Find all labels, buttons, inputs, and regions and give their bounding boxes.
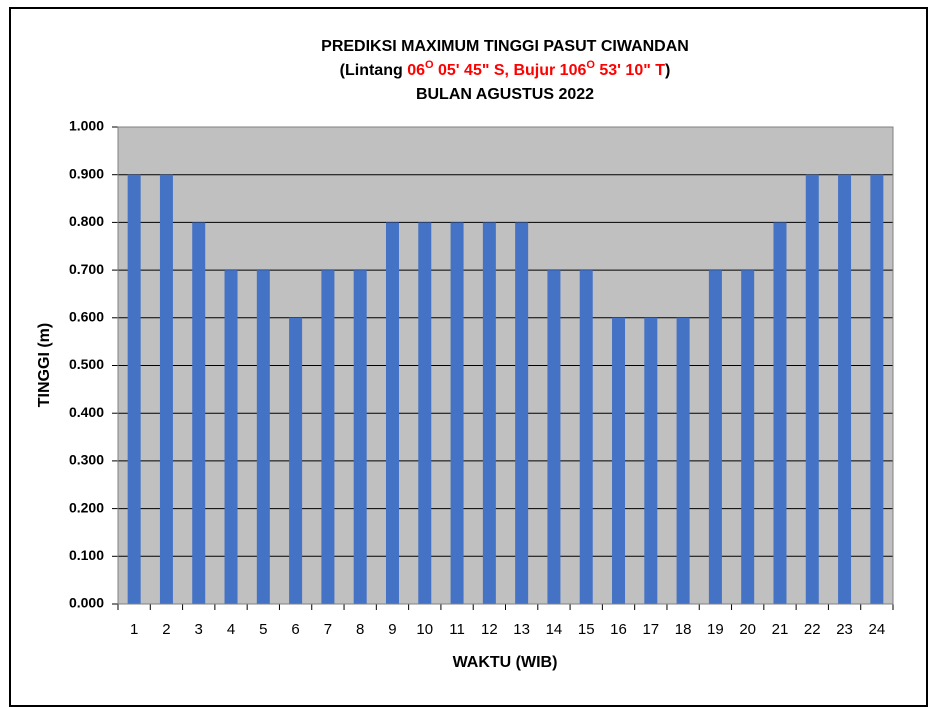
x-tick-label: 8 (356, 621, 364, 638)
bar (224, 270, 238, 604)
x-tick-label: 7 (324, 621, 332, 638)
bar (289, 317, 303, 604)
bar (547, 270, 561, 604)
x-tick-label: 6 (291, 621, 299, 638)
bar (450, 222, 464, 604)
bar (159, 174, 173, 604)
bar (353, 270, 367, 604)
x-tick-label: 3 (195, 621, 203, 638)
bar (579, 270, 593, 604)
bar (127, 174, 141, 604)
y-tick-label: 0.200 (69, 499, 104, 515)
y-tick-label: 0.300 (69, 452, 104, 468)
x-tick-label: 4 (227, 621, 235, 638)
x-tick-label: 21 (772, 621, 789, 638)
bar (192, 222, 206, 604)
plot-border (117, 126, 894, 605)
x-tick-label: 15 (578, 621, 595, 638)
y-tick-label: 1.000 (69, 118, 104, 134)
y-tick-label: 0.700 (69, 261, 104, 277)
bar (612, 317, 626, 604)
x-tick-label: 2 (162, 621, 170, 638)
y-tick-label: 0.500 (69, 356, 104, 372)
superscript: O (425, 59, 434, 71)
chart-title-2: BULAN AGUSTUS 2022 (416, 86, 594, 103)
y-tick-label: 0.000 (69, 595, 104, 611)
x-tick-label: 1 (130, 621, 138, 638)
x-tick-label: 19 (707, 621, 724, 638)
x-tick-label: 9 (388, 621, 396, 638)
y-tick-label: 0.100 (69, 547, 104, 563)
x-tick-label: 18 (675, 621, 692, 638)
bar (805, 174, 819, 604)
x-tick-label: 22 (804, 621, 821, 638)
chart-subtitle: (Lintang 06O 05' 45" S, Bujur 106O 53' 1… (340, 59, 671, 79)
x-tick-label: 13 (513, 621, 530, 638)
x-tick-label: 24 (869, 621, 886, 638)
bar (708, 270, 722, 604)
subtitle-part: 06 (407, 62, 425, 79)
bar (515, 222, 529, 604)
bar (321, 270, 335, 604)
subtitle-part: 05' 45" S, Bujur 106 (434, 62, 587, 79)
y-tick-label: 0.400 (69, 404, 104, 420)
x-tick-label: 16 (610, 621, 627, 638)
bar (256, 270, 270, 604)
bar (870, 174, 884, 604)
x-tick-label: 10 (416, 621, 433, 638)
subtitle-part: (Lintang (340, 62, 408, 79)
x-axis-label: WAKTU (WIB) (453, 654, 558, 671)
y-tick-label: 0.900 (69, 165, 104, 181)
y-axis-label: TINGGI (m) (36, 323, 53, 407)
x-tick-label: 23 (836, 621, 853, 638)
bar (741, 270, 755, 604)
bar (838, 174, 852, 604)
subtitle-part: 53' 10" T (595, 62, 665, 79)
x-tick-label: 12 (481, 621, 498, 638)
x-tick-label: 11 (449, 621, 465, 638)
y-tick-label: 0.600 (69, 309, 104, 325)
x-tick-label: 5 (259, 621, 267, 638)
chart-title: PREDIKSI MAXIMUM TINGGI PASUT CIWANDAN (321, 38, 689, 55)
bar (482, 222, 496, 604)
bar (385, 222, 399, 604)
bar (676, 317, 690, 604)
y-tick-label: 0.800 (69, 213, 104, 229)
x-tick-label: 14 (546, 621, 563, 638)
bar (644, 317, 658, 604)
x-tick-label: 20 (739, 621, 756, 638)
x-tick-label: 17 (642, 621, 659, 638)
subtitle-part: ) (665, 62, 670, 79)
bar (773, 222, 787, 604)
superscript: O (586, 59, 595, 71)
bar (418, 222, 432, 604)
